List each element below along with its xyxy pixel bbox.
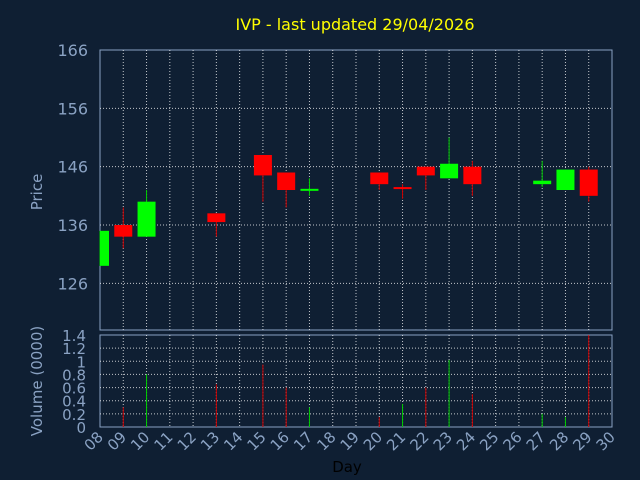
candle-body (533, 180, 552, 185)
candle-body (300, 188, 319, 191)
price-tick-label: 126 (57, 274, 88, 293)
price-axis-label: Price (28, 174, 46, 211)
candle-body (463, 166, 482, 185)
price-tick-label: 136 (57, 216, 88, 235)
volume-bars (122, 335, 590, 427)
volume-tick-labels: 1.41.210.80.60.40.20 (62, 327, 86, 437)
candle-body (440, 163, 459, 179)
price-tick-label: 146 (57, 158, 88, 177)
volume-grid (99, 334, 613, 428)
candle-body (253, 155, 272, 176)
price-tick-label: 156 (57, 99, 88, 118)
candle-body (556, 169, 575, 190)
candle-body (207, 213, 226, 223)
x-tick-label: 30 (593, 428, 619, 454)
x-axis-label: Day (332, 458, 362, 476)
volume-tick-label: 0.6 (62, 380, 86, 398)
volume-tick-label: 0 (76, 419, 86, 437)
candle-body (579, 169, 598, 196)
candle-body (370, 172, 389, 185)
candle-body (137, 201, 156, 237)
price-tick-labels: 166 156 146 136 126 (57, 41, 88, 293)
x-tick-labels: 0809101112131415161718192021222324252627… (81, 428, 619, 454)
candles (99, 137, 598, 266)
volume-tick-label: 1 (76, 353, 86, 371)
volume-tick-label: 0.2 (62, 406, 86, 424)
volume-tick-label: 0.8 (62, 366, 86, 384)
chart-title: IVP - last updated 29/04/2026 (235, 15, 474, 34)
candle-body (114, 225, 133, 237)
price-tick-label: 166 (57, 41, 88, 60)
candle-body (277, 172, 296, 190)
volume-axis-label: Volume (0000) (28, 326, 46, 436)
price-grid (99, 49, 613, 331)
volume-tick-label: 0.4 (62, 393, 86, 411)
candle-body (393, 187, 412, 190)
volume-tick-label: 1.2 (62, 340, 86, 358)
candle-body (416, 166, 435, 176)
candle-body (100, 230, 109, 266)
volume-tick-label: 1.4 (62, 327, 86, 345)
